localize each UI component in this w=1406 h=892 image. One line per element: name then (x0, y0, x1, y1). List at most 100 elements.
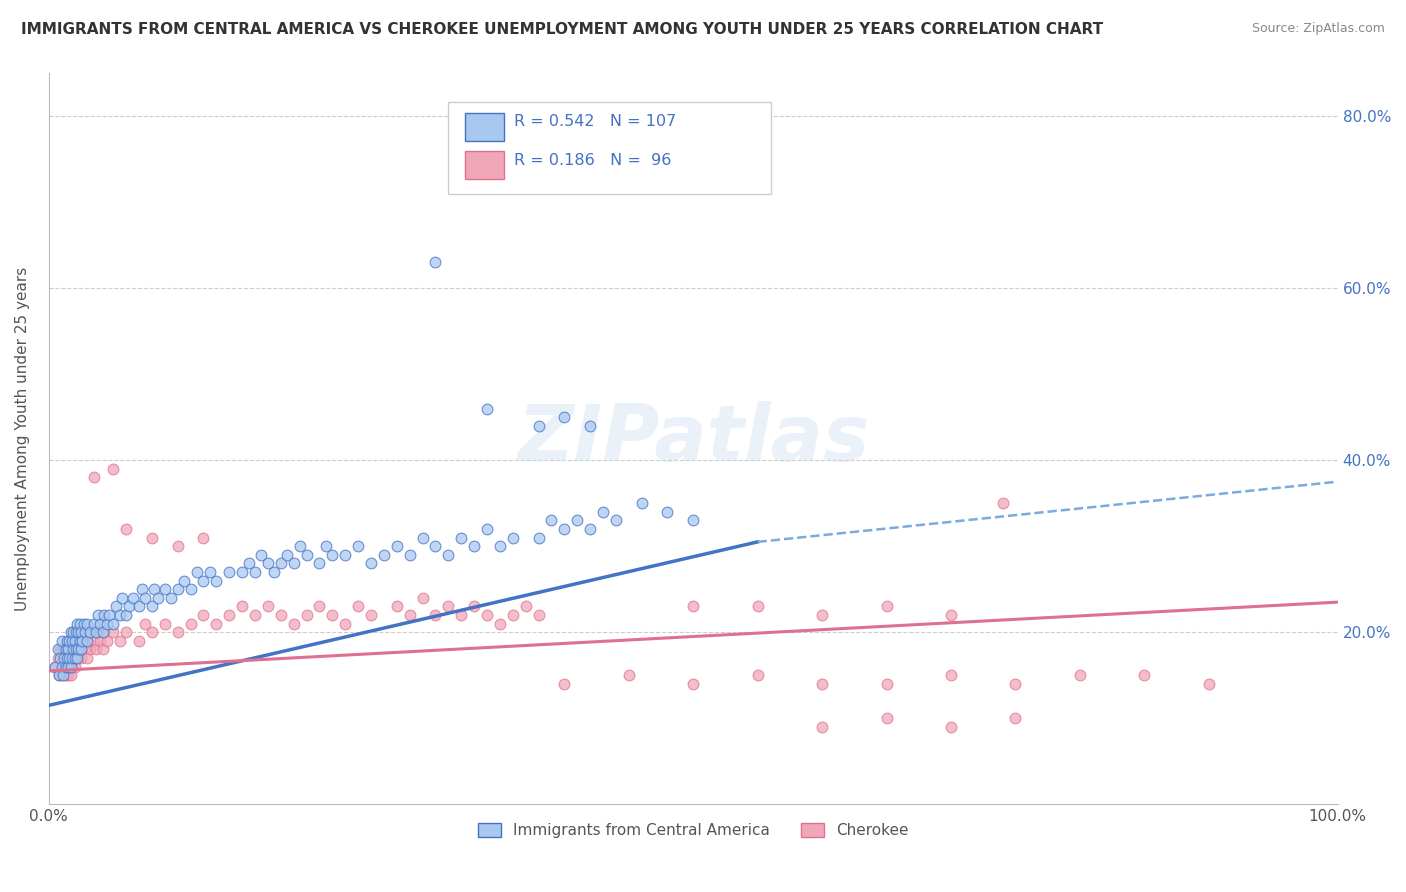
Point (91, 642, 114, 657)
Point (70, 633, 93, 648)
Bar (465, 152, 503, 179)
Point (63, 651, 86, 665)
Point (65, 642, 87, 657)
Point (527, 531, 550, 545)
Point (437, 548, 460, 562)
Point (46, 651, 69, 665)
Point (617, 668, 640, 682)
Point (76, 616, 98, 631)
Point (104, 599, 127, 614)
Point (69, 642, 91, 657)
Point (59, 633, 82, 648)
Point (657, 505, 679, 519)
Point (73, 642, 96, 657)
Point (250, 548, 273, 562)
Point (231, 565, 253, 579)
Point (51, 659, 73, 673)
Point (939, 607, 962, 622)
Point (437, 599, 460, 614)
Point (193, 607, 215, 622)
Point (83, 470, 105, 484)
Point (567, 513, 589, 527)
Point (58, 633, 80, 648)
Point (283, 616, 305, 631)
Point (49, 642, 72, 657)
Point (93, 625, 115, 640)
Point (73, 625, 96, 640)
Point (489, 616, 512, 631)
Point (67, 642, 90, 657)
Point (180, 616, 202, 631)
Point (128, 633, 150, 648)
Point (83, 633, 105, 648)
Point (56, 659, 79, 673)
Point (450, 607, 472, 622)
Point (86, 642, 108, 657)
Point (939, 720, 962, 734)
Point (527, 607, 550, 622)
Point (87, 625, 110, 640)
Point (134, 591, 156, 605)
Point (811, 607, 834, 622)
Point (315, 539, 337, 553)
Point (939, 668, 962, 682)
Point (103, 625, 125, 640)
Point (605, 513, 627, 527)
Point (76, 651, 98, 665)
Point (121, 591, 143, 605)
Point (335, 548, 357, 562)
Point (412, 591, 434, 605)
Point (553, 410, 575, 425)
Point (66, 642, 89, 657)
Point (51, 642, 73, 657)
Point (308, 599, 330, 614)
Point (118, 599, 141, 614)
Point (811, 720, 834, 734)
Point (67, 625, 90, 640)
Point (91, 625, 114, 640)
Point (46, 642, 69, 657)
Point (218, 607, 240, 622)
Point (56, 659, 79, 673)
Point (56, 633, 79, 648)
Legend: Immigrants from Central America, Cherokee: Immigrants from Central America, Cheroke… (472, 817, 914, 844)
Point (153, 616, 176, 631)
Point (166, 582, 188, 597)
Point (243, 607, 266, 622)
Point (398, 607, 420, 622)
Point (70, 651, 93, 665)
Point (682, 513, 704, 527)
Point (56, 651, 79, 665)
Point (257, 557, 280, 571)
Point (153, 582, 176, 597)
Point (44, 659, 66, 673)
Point (63, 642, 86, 657)
Point (65, 651, 87, 665)
Point (56, 651, 79, 665)
Point (747, 599, 769, 614)
Point (141, 625, 163, 640)
Point (295, 607, 318, 622)
Point (56, 642, 79, 657)
Point (72, 633, 94, 648)
Point (93, 607, 115, 622)
Point (160, 591, 183, 605)
Point (876, 677, 898, 691)
Point (263, 565, 285, 579)
Point (44, 659, 66, 673)
Point (62, 642, 84, 657)
Y-axis label: Unemployment Among Youth under 25 years: Unemployment Among Youth under 25 years (15, 267, 30, 611)
Point (59, 668, 82, 682)
Point (579, 418, 602, 433)
Text: Source: ZipAtlas.com: Source: ZipAtlas.com (1251, 22, 1385, 36)
Point (186, 565, 208, 579)
Point (425, 607, 447, 622)
Point (128, 599, 150, 614)
Point (450, 531, 472, 545)
Point (55, 659, 77, 673)
Point (630, 496, 652, 510)
Point (51, 659, 73, 673)
Point (385, 599, 408, 614)
Point (76, 633, 98, 648)
Point (335, 616, 357, 631)
